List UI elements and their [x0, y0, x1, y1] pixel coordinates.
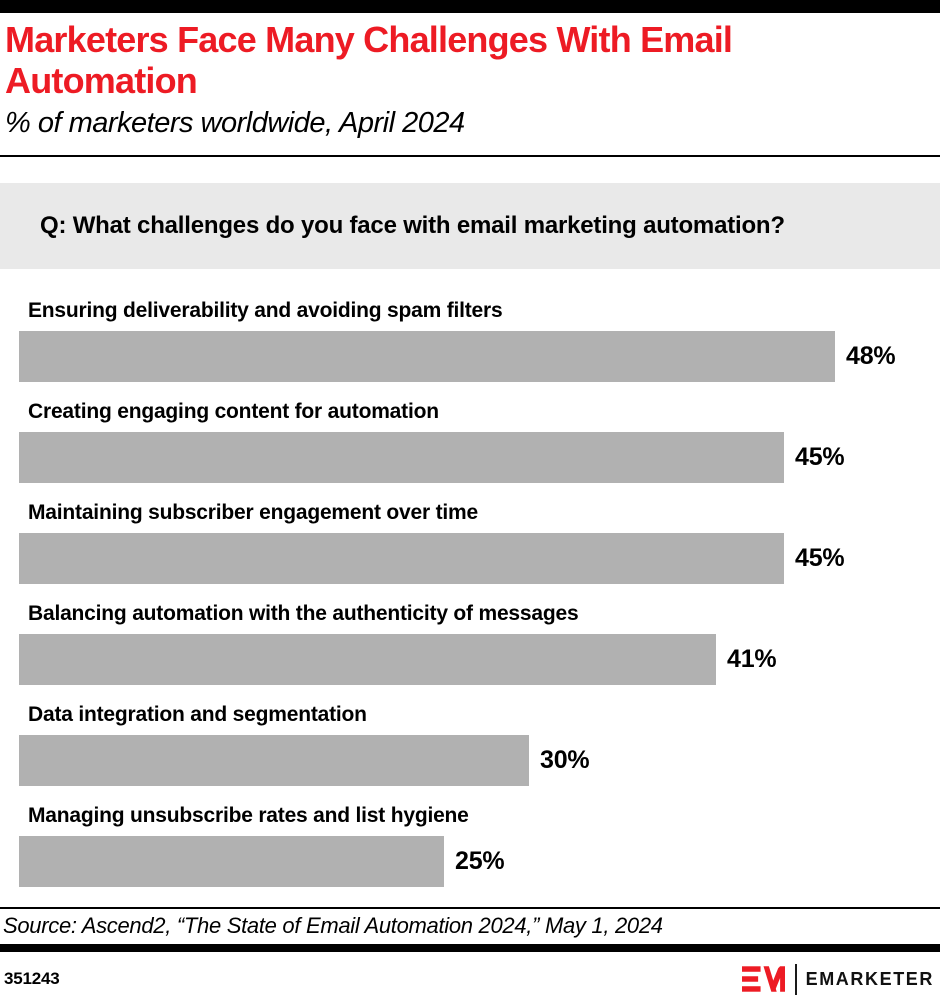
- footer-black-bar: [0, 944, 940, 952]
- footer-divider-line: [0, 907, 940, 909]
- bar-label: Maintaining subscriber engagement over t…: [28, 501, 479, 524]
- bar-label: Balancing automation with the authentici…: [28, 602, 579, 625]
- bar-chart: Ensuring deliverability and avoiding spa…: [0, 299, 940, 905]
- header-divider-line: [0, 155, 940, 157]
- bar: [19, 634, 716, 685]
- bar-value: 41%: [727, 645, 777, 673]
- bar-value: 45%: [795, 443, 845, 471]
- bar-value: 45%: [795, 544, 845, 572]
- chart-title: Marketers Face Many Challenges With Emai…: [5, 19, 733, 101]
- bar: [19, 533, 784, 584]
- emarketer-logo: EMARKETER: [741, 963, 934, 995]
- bar: [19, 836, 444, 887]
- bar: [19, 331, 835, 382]
- bar-label: Creating engaging content for automation: [28, 400, 439, 423]
- source-text: Source: Ascend2, “The State of Email Aut…: [3, 913, 663, 938]
- bar-row: 48%: [19, 331, 940, 382]
- emarketer-em-icon: [741, 966, 785, 992]
- bar-group: Managing unsubscribe rates and list hygi…: [0, 804, 940, 887]
- bar-group: Maintaining subscriber engagement over t…: [0, 501, 940, 584]
- chart-subtitle: % of marketers worldwide, April 2024: [5, 107, 465, 139]
- bar-label: Data integration and segmentation: [28, 703, 367, 726]
- bar: [19, 432, 784, 483]
- bar-row: 45%: [19, 432, 940, 483]
- top-black-bar: [0, 0, 940, 13]
- brand-name: EMARKETER: [805, 968, 934, 989]
- chart-id: 351243: [4, 969, 60, 988]
- question-text: Q: What challenges do you face with emai…: [40, 212, 785, 239]
- bar-group: Ensuring deliverability and avoiding spa…: [0, 299, 940, 382]
- logo-divider: [794, 963, 797, 995]
- bar-row: 25%: [19, 836, 940, 887]
- bar-row: 30%: [19, 735, 940, 786]
- bar-group: Creating engaging content for automation…: [0, 400, 940, 483]
- bar-label: Ensuring deliverability and avoiding spa…: [28, 299, 503, 322]
- bar-label: Managing unsubscribe rates and list hygi…: [28, 804, 469, 827]
- bar-value: 30%: [540, 746, 590, 774]
- bar-value: 48%: [846, 342, 896, 370]
- question-banner: Q: What challenges do you face with emai…: [0, 183, 940, 269]
- bar-group: Balancing automation with the authentici…: [0, 602, 940, 685]
- footer-bottom-row: 351243 EMARKETER: [0, 952, 940, 1006]
- bar-value: 25%: [455, 847, 505, 875]
- bar: [19, 735, 529, 786]
- bar-group: Data integration and segmentation 30%: [0, 703, 940, 786]
- bar-row: 45%: [19, 533, 940, 584]
- bar-row: 41%: [19, 634, 940, 685]
